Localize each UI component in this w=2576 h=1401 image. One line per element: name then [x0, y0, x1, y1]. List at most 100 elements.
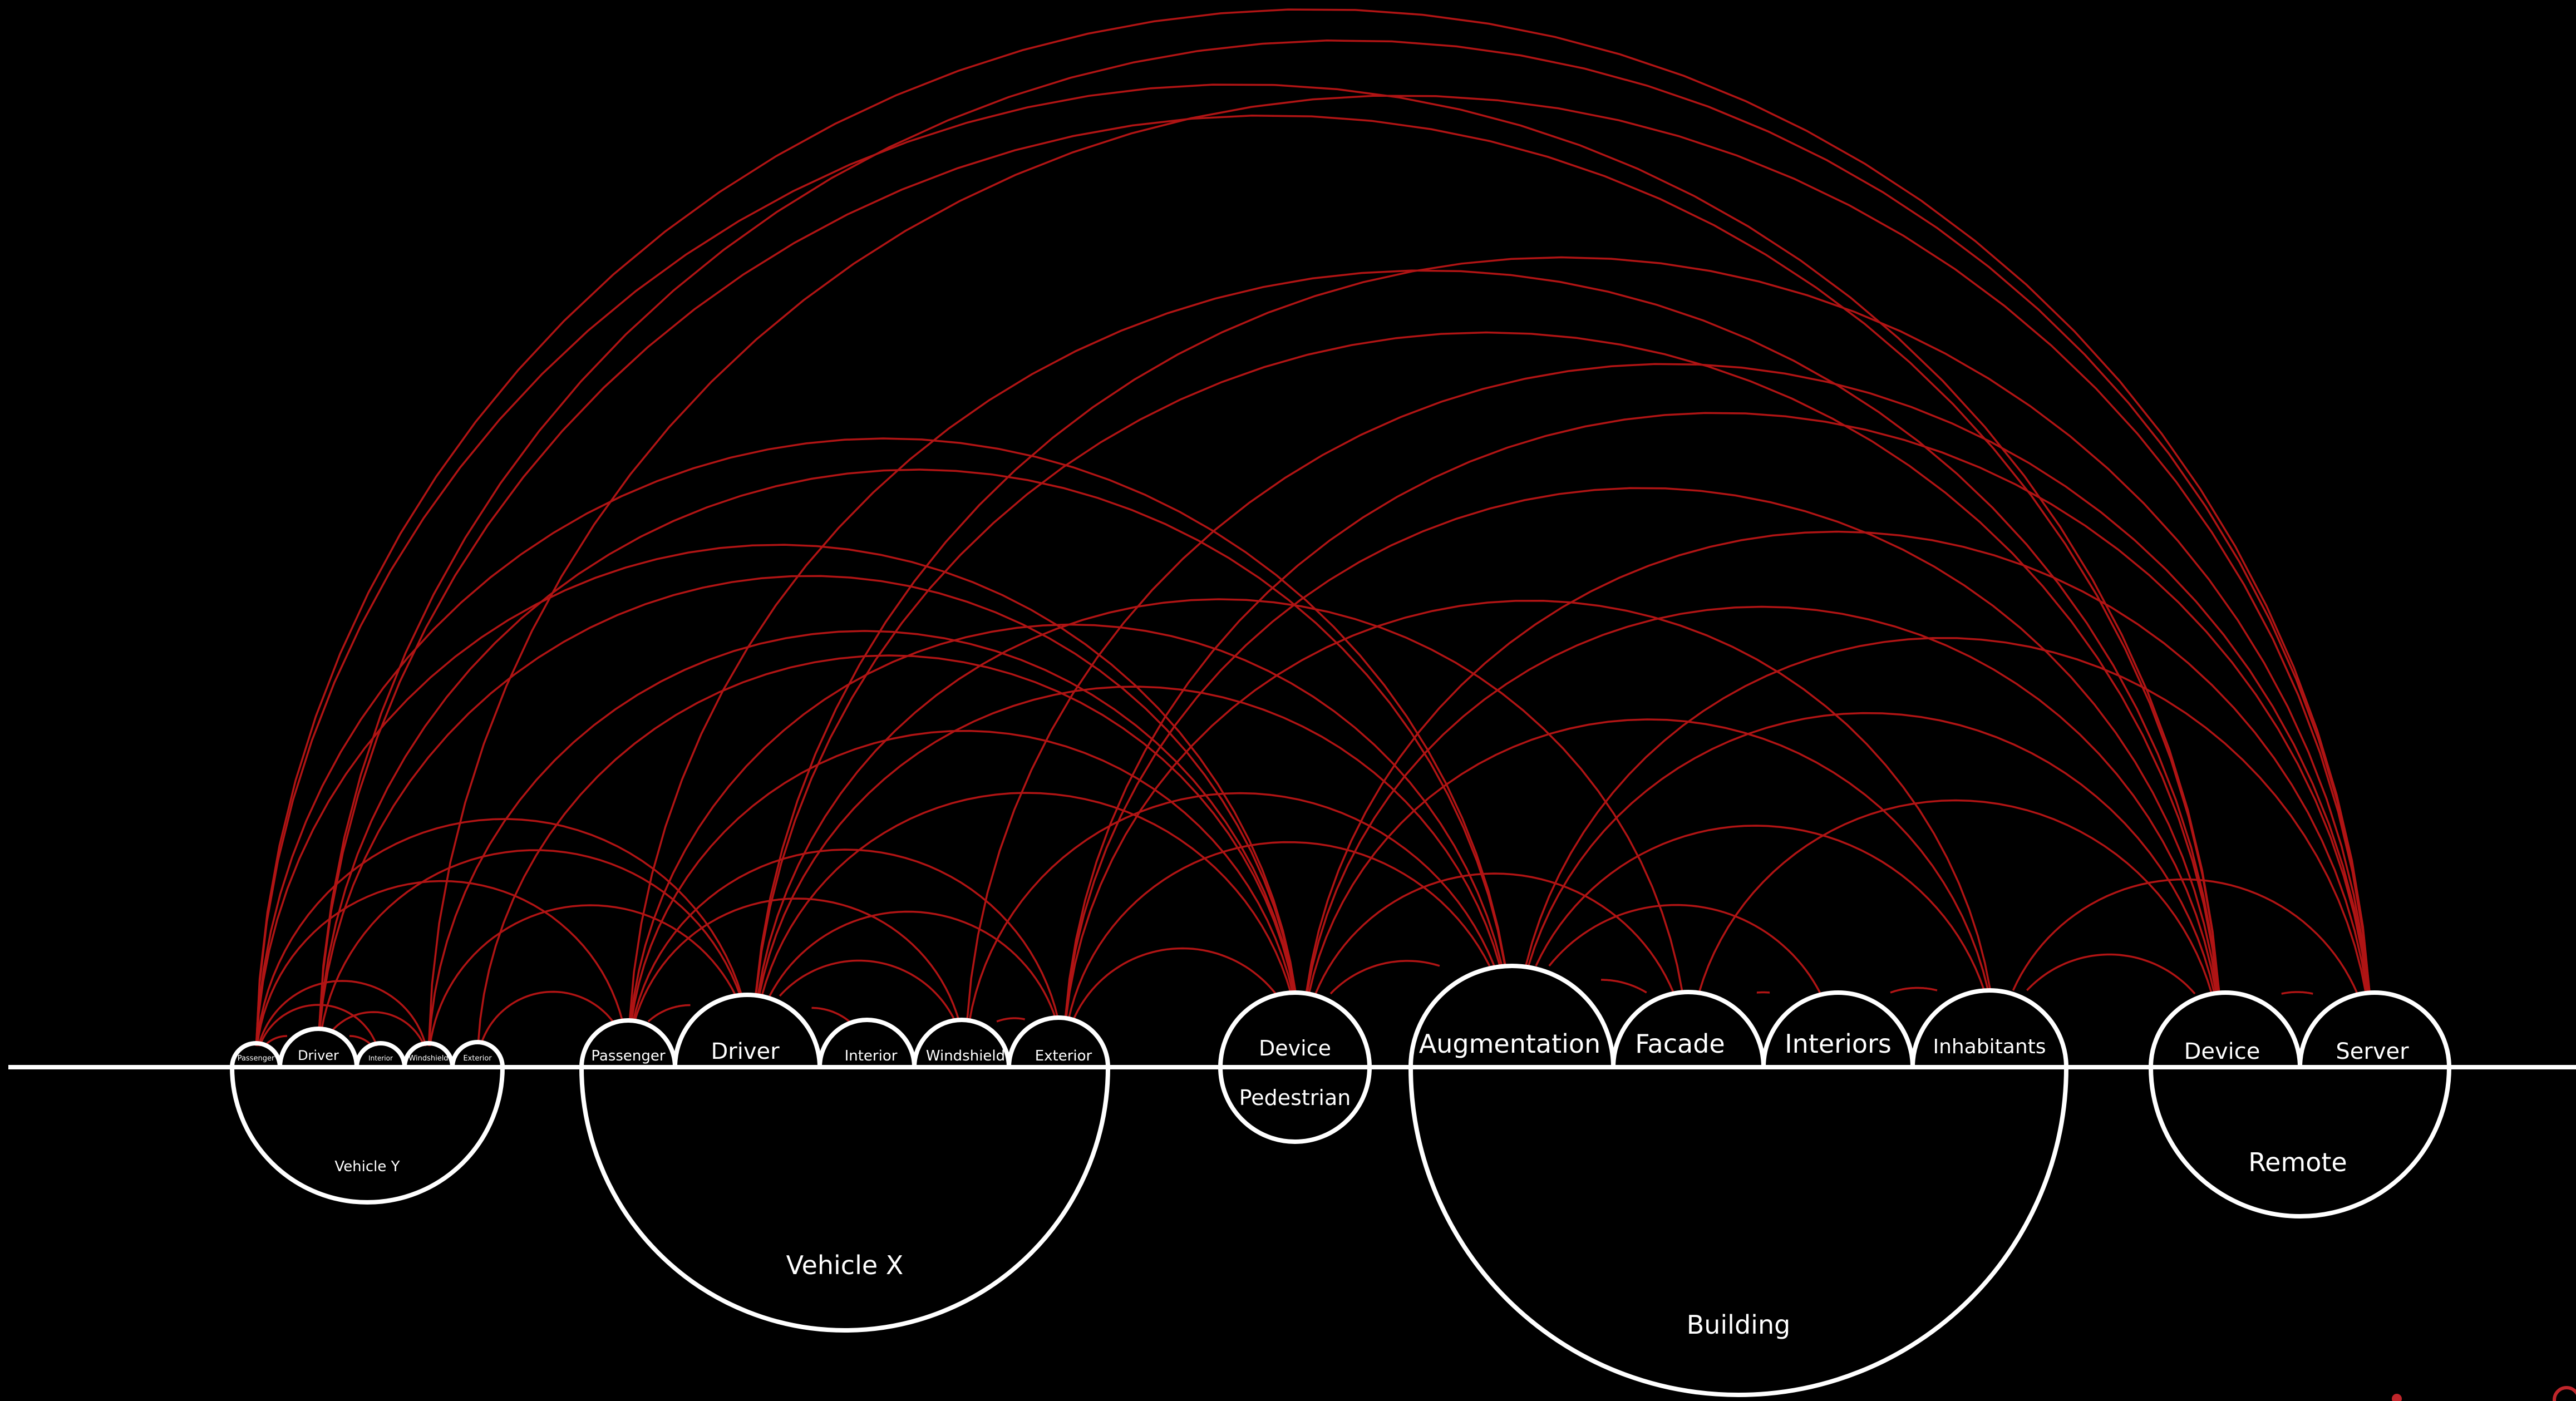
arc-vx_passenger-vx_windshield: [633, 897, 961, 1022]
vehicle-y-exterior-label: Exterior: [463, 1054, 492, 1063]
vehicle-x-container: [579, 1067, 1110, 1333]
arc-vx_exterior-ped_device: [1072, 947, 1277, 1020]
arc-vx_windshield-rem_server: [966, 363, 2370, 1022]
building-interiors-label: Interiors: [1785, 1029, 1892, 1059]
group-vehicle-y: Passenger Driver Interior Windshield Ext…: [230, 1027, 505, 1205]
arc-vx_passenger-vx_exterior: [632, 849, 1060, 1022]
arc-vy_driver-vy_interior: [349, 1035, 373, 1047]
vehicle-x-interior-label: Interior: [845, 1048, 898, 1064]
group-building: Augmentation Facade Interiors Inhabitant…: [1408, 964, 2068, 1397]
vehicle-x-windshield-node: [912, 1018, 1011, 1068]
arc-vx_driver-rem_device: [755, 331, 2220, 997]
building-container: [1408, 1067, 2068, 1397]
arc-bld_augmentation-bld_interiors: [1548, 904, 1821, 993]
arc-vy_windshield-vx_driver: [428, 904, 737, 1047]
vehicle-y-container: [230, 1067, 505, 1205]
vehicle-x-passenger-label: Passenger: [591, 1048, 666, 1064]
arc-ped_device-bld_facade: [1314, 872, 1674, 994]
arc-vx_driver-bld_augmentation: [758, 685, 1501, 997]
remote-server-label: Server: [2336, 1039, 2409, 1064]
arc-vy_passenger-bld_augmentation: [255, 437, 1506, 1047]
group-vehicle-x: Passenger Driver Interior Windshield Ext…: [579, 993, 1110, 1333]
group-remote: Device Server Remote: [2149, 990, 2451, 1219]
arc-bld_interiors-bld_inhabitants: [1890, 986, 1938, 994]
building-facade-node: [1611, 990, 1766, 1068]
pedestrian-container: [1218, 990, 1372, 1144]
arc-vx_windshield-bld_augmentation: [968, 792, 1495, 1022]
pedestrian-device-label: Device: [1259, 1036, 1331, 1060]
arc-vx_passenger-rem_device: [628, 269, 2220, 1022]
arc-vy_windshield-ped_device: [428, 630, 1296, 1047]
arc-vy_passenger-vy_windshield: [258, 980, 427, 1047]
arc-bld_augmentation-rem_device: [1527, 712, 2215, 994]
arc-ped_device-bld_inhabitants: [1308, 718, 1989, 994]
arc-bld_augmentation-bld_inhabitants: [1535, 825, 1986, 991]
vehicle-x-exterior-label: Exterior: [1035, 1048, 1092, 1064]
arc-vx_windshield-vx_exterior: [996, 1017, 1026, 1023]
remote-device-label: Device: [2184, 1039, 2260, 1064]
vehicle-y-passenger-label: Passenger: [238, 1054, 275, 1063]
arc-vy_driver-bld_augmentation: [318, 468, 1506, 1031]
arc-vy_passenger-rem_device: [255, 83, 2220, 1047]
vehicle-y-interior-label: Interior: [368, 1054, 393, 1062]
group-pedestrian: Device Pedestrian: [1218, 990, 1372, 1144]
remote-container: [2149, 1067, 2451, 1219]
arc-vx_exterior-bld_inhabitants: [1065, 600, 1992, 1020]
arc-vx_driver-rem_server: [754, 256, 2370, 997]
arc-bld_facade-rem_device: [1698, 799, 2213, 994]
vehicle-y-driver-label: Driver: [298, 1048, 339, 1063]
arc-bld_inhabitants-rem_device: [2026, 953, 2196, 995]
remote-label: Remote: [2248, 1147, 2347, 1177]
arc-vy_driver-rem_device: [318, 115, 2220, 1031]
arc-vx_exterior-bld_augmentation: [1067, 841, 1491, 1020]
arc-ped_device-rem_server: [1305, 530, 2368, 994]
arc-ped_device-bld_augmentation: [1329, 960, 1440, 995]
building-inhabitants-node: [1910, 988, 2068, 1068]
arc-vy_driver-rem_server: [318, 40, 2371, 1031]
building-facade-label: Facade: [1635, 1029, 1725, 1059]
vehicle-x-exterior-node: [1007, 1015, 1110, 1068]
arc-vx_passenger-vx_driver: [647, 1004, 691, 1023]
vehicle-x-windshield-label: Windshield: [926, 1048, 1005, 1064]
arc-vy_passenger-vy_driver: [263, 1035, 287, 1047]
remote-device-node: [2149, 990, 2302, 1068]
vehicle-x-driver-label: Driver: [711, 1039, 780, 1064]
arc-vx_driver-vx_exterior: [769, 910, 1057, 1020]
vehicle-y-exterior-node: [450, 1040, 505, 1068]
building-inhabitants-label: Inhabitants: [1933, 1035, 2046, 1058]
vehicle-x-interior-node: [817, 1018, 917, 1068]
vehicle-x-label: Vehicle X: [786, 1250, 904, 1280]
arc-vx_driver-vx_interior: [811, 1007, 850, 1023]
arc-bld_inhabitants-rem_server: [2012, 878, 2358, 994]
arc-vx_driver-vx_windshield: [779, 959, 957, 1022]
arc-vy_windshield-rem_server: [427, 95, 2371, 1047]
remote-server-node: [2298, 990, 2451, 1068]
arc-vy_passenger-vx_passenger: [256, 880, 624, 1047]
vehicle-y-windshield-node: [402, 1041, 455, 1068]
brand-logo: [2392, 1386, 2576, 1401]
arc-vy_passenger-vx_driver: [255, 818, 743, 1047]
arc-vx_exterior-rem_server: [1064, 412, 2370, 1020]
vehicle-y-driver-node: [278, 1027, 359, 1068]
arc-bld_augmentation-rem_server: [1525, 637, 2367, 994]
vehicle-x-passenger-node: [579, 1018, 677, 1068]
vehicle-y-windshield-label: Windshield: [408, 1054, 448, 1063]
arc-vy_passenger-ped_device: [255, 544, 1297, 1047]
arc-vx_passenger-bld_augmentation: [629, 623, 1503, 1022]
building-label: Building: [1687, 1310, 1791, 1340]
connection-arcs: [255, 8, 2371, 1047]
arc-vx_driver-bld_facade: [757, 598, 1684, 997]
arc-vy_exterior-vx_passenger: [480, 990, 614, 1044]
arc-vx_driver-ped_device: [761, 792, 1292, 997]
pedestrian-label: Pedestrian: [1239, 1086, 1351, 1110]
vehicle-y-passenger-node: [230, 1041, 282, 1068]
arc-vx_exterior-rem_device: [1064, 487, 2219, 1020]
arc-vx_passenger-ped_device: [630, 729, 1294, 1022]
arc-vy_driver-vy_windshield: [331, 1011, 425, 1047]
arc-vy_driver-ped_device: [318, 575, 1297, 1031]
arc-vy_passenger-rem_server: [255, 8, 2371, 1047]
vehicle-x-driver-node: [673, 993, 822, 1068]
vehicle-y-label: Vehicle Y: [334, 1158, 400, 1175]
